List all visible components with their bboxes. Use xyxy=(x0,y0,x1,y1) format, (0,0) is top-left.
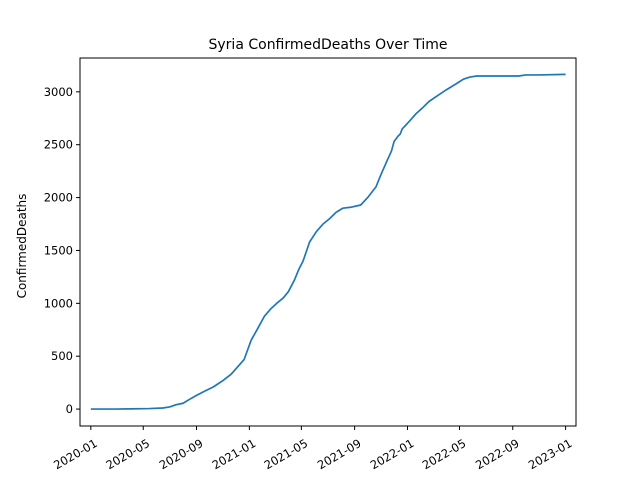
y-tick-label-2000: 2000 xyxy=(44,191,73,205)
plot-frame xyxy=(79,57,577,427)
y-tick-label-3000: 3000 xyxy=(44,85,73,99)
chart-title: Syria ConfirmedDeaths Over Time xyxy=(209,37,448,53)
y-tick-label-0: 0 xyxy=(66,402,73,416)
y-tick-label-1500: 1500 xyxy=(44,243,73,257)
y-tick-label-2500: 2500 xyxy=(44,138,73,152)
y-axis-label: ConfirmedDeaths xyxy=(15,194,29,299)
y-tick-label-1000: 1000 xyxy=(44,296,73,310)
series-line-0 xyxy=(90,73,566,410)
y-tick-label-500: 500 xyxy=(51,349,73,363)
